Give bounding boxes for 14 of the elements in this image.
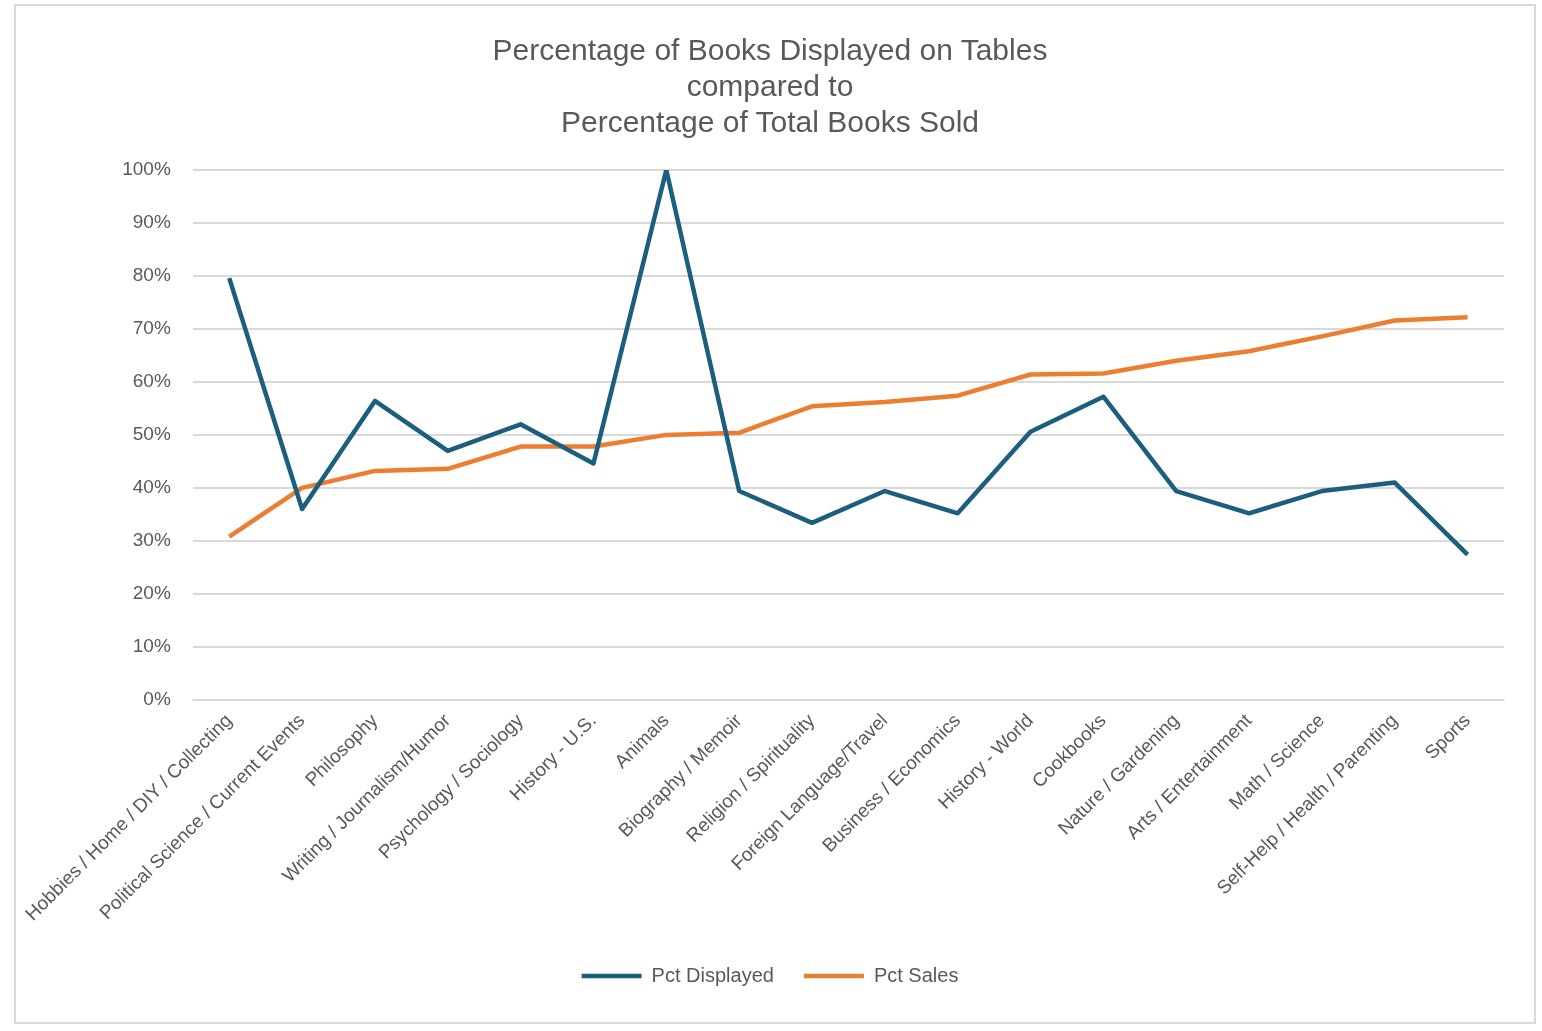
y-tick-label: 30% bbox=[132, 529, 171, 551]
legend-label: Pct Sales bbox=[873, 963, 959, 986]
y-tick-label: 70% bbox=[132, 317, 171, 339]
y-tick-label: 40% bbox=[132, 476, 171, 498]
legend-label: Pct Displayed bbox=[651, 963, 774, 986]
y-tick-label: 90% bbox=[132, 211, 171, 233]
y-tick-label: 20% bbox=[132, 582, 171, 604]
y-tick-label: 80% bbox=[132, 264, 171, 286]
y-tick-label: 100% bbox=[122, 158, 171, 180]
y-tick-label: 50% bbox=[132, 423, 171, 445]
y-tick-label: 0% bbox=[143, 688, 171, 709]
y-tick-label: 10% bbox=[132, 635, 171, 657]
y-tick-label: 60% bbox=[132, 370, 171, 392]
chart-title: Percentage of Books Displayed on Tables compared to Percentage of Total Books Sold bbox=[492, 33, 1048, 139]
